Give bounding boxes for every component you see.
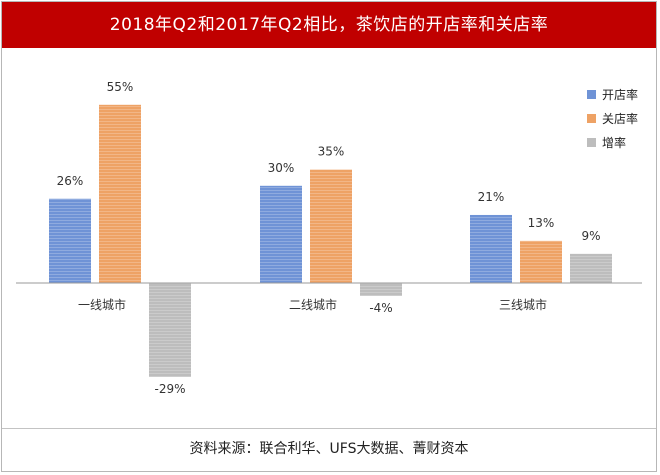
legend-swatch-close-rate (587, 113, 596, 123)
bar-一线城市-增率 (149, 283, 191, 377)
legend-label-growth-rate: 增率 (602, 135, 627, 150)
legend-swatch-growth-rate (587, 137, 596, 147)
value-label-二线城市-增率: -4% (369, 301, 392, 315)
category-label-2: 三线城市 (499, 297, 547, 312)
bar-一线城市-关店率 (99, 104, 141, 283)
chart-title: 2018年Q2和2017年Q2相比，茶饮店的开店率和关店率 (2, 2, 656, 48)
value-label-三线城市-增率: 9% (581, 229, 600, 243)
category-label-1: 二线城市 (289, 297, 337, 312)
value-label-一线城市-开店率: 26% (57, 174, 84, 188)
bar-一线城市-开店率 (49, 198, 91, 283)
legend-label-open-rate: 开店率 (602, 87, 639, 102)
legend: 开店率 关店率 增率 (587, 82, 638, 154)
bar-三线城市-增率 (570, 253, 612, 283)
value-label-三线城市-关店率: 13% (528, 216, 555, 230)
bar-二线城市-开店率 (260, 185, 302, 283)
value-label-一线城市-增率: -29% (154, 382, 185, 396)
legend-item-open-rate: 开店率 (587, 82, 638, 106)
category-label-0: 一线城市 (78, 297, 126, 312)
bar-二线城市-增率 (360, 283, 402, 296)
legend-label-close-rate: 关店率 (602, 111, 639, 126)
bar-二线城市-关店率 (310, 169, 352, 283)
value-label-三线城市-开店率: 21% (478, 190, 505, 204)
legend-item-growth-rate: 增率 (587, 130, 638, 154)
value-label-一线城市-关店率: 55% (107, 80, 134, 94)
legend-swatch-open-rate (587, 89, 596, 99)
legend-item-close-rate: 关店率 (587, 106, 638, 130)
bar-三线城市-关店率 (520, 240, 562, 283)
bar-三线城市-开店率 (470, 214, 512, 283)
bar-chart: 26% 30% 21% 55% 35% 13% -29% -4% 9% 一线城市 二线城市 三线城市 (16, 80, 642, 396)
value-label-二线城市-开店率: 30% (268, 161, 295, 175)
value-label-二线城市-关店率: 35% (318, 145, 345, 159)
footer-divider (2, 428, 656, 429)
source-note: 资料来源：联合利华、UFS大数据、菁财资本 (189, 441, 469, 457)
